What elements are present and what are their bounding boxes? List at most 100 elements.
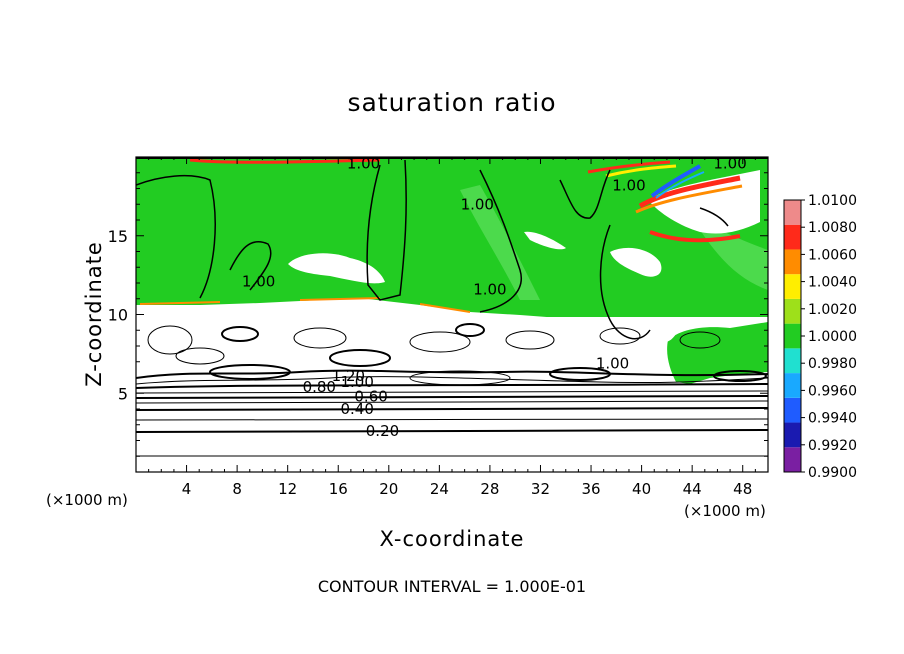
colorbar-label: 0.9900 — [808, 465, 857, 481]
field-white-pocket — [648, 170, 760, 234]
y-tick-label: 10 — [108, 306, 128, 325]
x-tick-label: 32 — [531, 480, 550, 498]
field-supersaturated-edge — [605, 164, 677, 178]
field-white-pocket — [650, 318, 678, 343]
contour-eddy — [293, 327, 347, 349]
x-tick-label: 36 — [581, 480, 600, 498]
contour-interval-note: CONTOUR INTERVAL = 1.000E-01 — [317, 577, 587, 596]
contour-label: 1.00 — [347, 154, 380, 172]
contour-line — [559, 169, 611, 219]
contour-line — [699, 207, 729, 227]
colorbar-label: 1.0020 — [808, 302, 857, 318]
x-unit-label-left: (×1000 m) — [46, 491, 128, 509]
contour-eddy — [209, 364, 291, 380]
field-white-pocket — [524, 231, 566, 250]
contour-eddy — [175, 347, 225, 365]
contour-line — [136, 418, 768, 421]
x-axis: 4 8 12 16 20 24 28 32 36 40 44 48 — [148, 157, 756, 498]
colorbar-label: 1.0080 — [808, 220, 857, 236]
colorbar-swatch — [784, 224, 801, 250]
plot-field — [136, 157, 768, 472]
field-white-pocket — [288, 253, 385, 284]
colorbar-swatch — [784, 298, 801, 324]
contour-line — [136, 390, 768, 394]
x-tick-label: 4 — [182, 480, 192, 498]
colorbar-label: 0.9980 — [808, 356, 857, 372]
x-tick-label: 8 — [232, 480, 242, 498]
contour-label: 1.00 — [713, 154, 746, 172]
contour-label: 1.20 — [332, 367, 365, 385]
field-white-pocket — [610, 247, 662, 277]
colorbar-label: 0.9940 — [808, 411, 857, 427]
contour-eddy — [329, 349, 391, 367]
contour-label: 0.40 — [340, 400, 373, 418]
contour-line — [136, 400, 768, 404]
chart-title: saturation ratio — [347, 88, 557, 117]
colorbar-swatch — [784, 274, 801, 299]
field-green-lobe — [667, 322, 768, 384]
contour-eddy — [549, 367, 611, 381]
colorbar-swatch — [784, 323, 801, 349]
colorbar-swatch — [784, 200, 801, 225]
contour-label: 1.00 — [612, 176, 645, 194]
field-subsaturated-streak — [655, 171, 705, 199]
x-tick-label: 28 — [480, 480, 499, 498]
contour-label: 0.20 — [366, 422, 399, 440]
field-supersaturated-edge — [587, 160, 671, 174]
colorbar-swatch — [784, 249, 801, 275]
contour-eddy — [221, 326, 259, 342]
y-tick-label: 5 — [118, 384, 128, 403]
colorbar-swatch — [784, 373, 801, 398]
colorbar-swatch — [784, 348, 801, 374]
contour-label: 1.00 — [461, 195, 494, 213]
y-axis: 5 10 15 — [108, 172, 768, 457]
contour-line — [136, 407, 768, 411]
contour-line — [229, 241, 272, 291]
colorbar-label: 0.9960 — [808, 383, 857, 399]
contour-eddy — [679, 331, 721, 349]
contour-eddy — [409, 331, 471, 353]
contour-line — [136, 174, 216, 299]
contour-label: 0.60 — [354, 387, 387, 405]
contour-eddy — [713, 370, 767, 382]
contour-line — [479, 169, 522, 313]
colorbar-label: 1.0000 — [808, 329, 857, 345]
x-tick-label: 24 — [430, 480, 449, 498]
colorbar-label: 0.9920 — [808, 438, 857, 454]
colorbar: 0.9900 0.9920 0.9940 0.9960 0.9980 1.0000 1.00… — [783, 193, 857, 481]
x-axis-label: X-coordinate — [379, 527, 525, 551]
contour-label: 0.80 — [303, 378, 336, 396]
x-unit-label-right: (×1000 m) — [684, 502, 766, 520]
contour-line — [366, 159, 407, 301]
contour-label: 1.00 — [473, 280, 506, 298]
contour-line — [136, 376, 768, 385]
x-tick-label: 16 — [329, 480, 348, 498]
contour-lines — [136, 157, 768, 457]
field-supersaturated-edge — [635, 184, 743, 214]
contour-label: 1.00 — [242, 272, 275, 290]
colorbar-label: 1.0100 — [808, 193, 857, 209]
x-tick-label: 20 — [379, 480, 398, 498]
x-tick-label: 44 — [683, 480, 702, 498]
x-tick-label: 12 — [278, 480, 297, 498]
contour-line — [136, 395, 768, 399]
field-supersaturated-edge — [638, 175, 741, 209]
field-supersaturated-edge — [139, 297, 471, 313]
x-tick-label: 48 — [733, 480, 752, 498]
contour-line — [136, 369, 768, 379]
colorbar-label: 1.0040 — [808, 275, 857, 291]
contour-label-layer: 0.200.400.600.80 1.001.201.001.001.001.00… — [242, 154, 747, 440]
contour-line — [599, 224, 651, 340]
contour-label: 1.00 — [340, 373, 373, 391]
colorbar-swatch — [784, 447, 801, 472]
field-supersaturated-edge — [649, 230, 741, 243]
x-tick-label: 40 — [632, 480, 651, 498]
contour-eddy — [599, 327, 641, 345]
colorbar-label: 1.0060 — [808, 247, 857, 263]
y-tick-label: 15 — [108, 227, 128, 246]
contour-line — [136, 429, 768, 433]
field-supersaturated-edge — [189, 158, 381, 164]
contour-eddy — [409, 370, 511, 386]
contour-label: 1.00 — [596, 354, 629, 372]
